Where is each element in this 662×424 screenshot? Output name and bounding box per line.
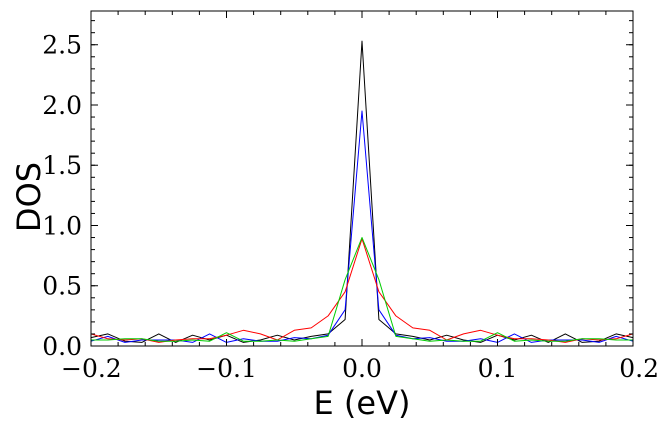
series-line-4: [91, 237, 633, 342]
series-layer: [90, 40, 634, 343]
x-tick-label-3: 0.1: [478, 354, 518, 383]
x-axis-title: E (eV): [314, 384, 411, 422]
y-tick-label-2: 1.0: [42, 211, 82, 240]
x-tick-label-1: −0.1: [196, 354, 257, 383]
y-axis-title: DOS: [10, 162, 48, 232]
series-line-1: [90, 40, 634, 343]
x-tick-label-2: 0.0: [342, 354, 382, 383]
x-tick-labels: −0.2 −0.1 0.0 0.1 0.2: [61, 354, 659, 383]
tick-layer: [90, 11, 634, 347]
y-tick-labels: 0.0 0.5 1.0 1.5 2.0 2.5: [42, 31, 82, 361]
y-tick-label-3: 1.5: [42, 151, 82, 180]
plot-frame: [90, 10, 634, 347]
x-tick-label-4: 0.2: [619, 354, 659, 383]
y-tick-label-5: 2.5: [42, 31, 82, 60]
x-tick-label-0: −0.2: [61, 354, 122, 383]
y-tick-label-0: 0.0: [42, 332, 82, 361]
y-tick-label-1: 0.5: [42, 272, 82, 301]
y-tick-label-4: 2.0: [42, 91, 82, 120]
series-line-2: [90, 110, 634, 343]
series-line-3: [90, 238, 634, 343]
